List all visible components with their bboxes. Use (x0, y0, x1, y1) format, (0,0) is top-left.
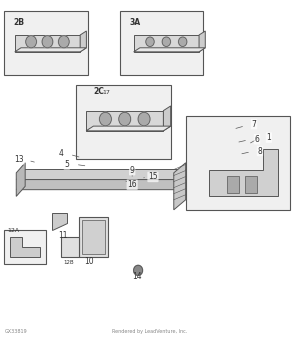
Bar (245, 176, 257, 193)
Polygon shape (52, 213, 67, 230)
Bar (82, 220, 105, 254)
Circle shape (138, 112, 150, 126)
Text: 11: 11 (58, 232, 68, 240)
Text: 5: 5 (64, 160, 69, 169)
Bar (120, 12, 203, 75)
Bar (186, 116, 290, 210)
Polygon shape (86, 111, 164, 131)
Text: 15: 15 (148, 173, 158, 181)
Text: 9: 9 (130, 166, 135, 175)
Text: 13: 13 (14, 155, 24, 164)
Bar (79, 217, 108, 257)
Text: 2C: 2C (94, 87, 104, 96)
Polygon shape (174, 163, 186, 210)
Text: 1: 1 (266, 133, 271, 142)
Bar (4, 230, 46, 264)
Text: 3A: 3A (129, 18, 140, 26)
Text: 6: 6 (255, 135, 260, 144)
Polygon shape (86, 126, 171, 131)
Polygon shape (15, 48, 86, 52)
Polygon shape (209, 149, 278, 196)
Text: 16: 16 (128, 180, 137, 189)
Polygon shape (10, 237, 40, 257)
Circle shape (178, 37, 187, 46)
Polygon shape (199, 31, 205, 52)
Polygon shape (16, 180, 186, 190)
Circle shape (58, 36, 69, 48)
Circle shape (100, 112, 111, 126)
Text: 17: 17 (102, 90, 110, 95)
Polygon shape (16, 163, 25, 196)
Text: 8: 8 (258, 146, 262, 156)
Polygon shape (16, 170, 186, 180)
Polygon shape (15, 35, 80, 52)
Text: Rendered by LeadVenture, Inc.: Rendered by LeadVenture, Inc. (112, 329, 188, 334)
Bar (76, 85, 171, 159)
Polygon shape (80, 31, 86, 52)
Text: 12A: 12A (7, 228, 20, 233)
Text: 2B: 2B (13, 18, 24, 26)
Bar (61, 237, 79, 257)
Text: 10: 10 (85, 257, 94, 266)
Circle shape (42, 36, 53, 48)
Text: 7: 7 (252, 120, 256, 128)
Circle shape (26, 36, 37, 48)
Text: 12B: 12B (64, 260, 74, 265)
Bar (4, 12, 88, 75)
Polygon shape (164, 106, 171, 131)
Circle shape (119, 112, 131, 126)
Circle shape (146, 37, 154, 46)
Text: 14: 14 (132, 272, 142, 281)
Text: GX33819: GX33819 (4, 329, 27, 334)
Circle shape (134, 265, 142, 275)
Text: 4: 4 (58, 149, 63, 158)
Polygon shape (134, 48, 205, 52)
Polygon shape (134, 35, 199, 52)
Bar (227, 176, 239, 193)
Circle shape (162, 37, 170, 46)
